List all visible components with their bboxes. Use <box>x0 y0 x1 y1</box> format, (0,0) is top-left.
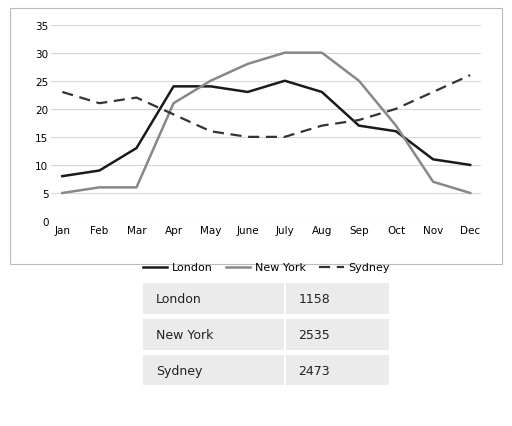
Text: 2535: 2535 <box>298 328 330 341</box>
Text: Sydney: Sydney <box>156 364 203 377</box>
Text: 2473: 2473 <box>298 364 330 377</box>
Text: New York: New York <box>156 328 214 341</box>
Text: London: London <box>156 292 202 305</box>
Text: 1158: 1158 <box>298 292 330 305</box>
Legend: London, New York, Sydney: London, New York, Sydney <box>138 259 394 277</box>
